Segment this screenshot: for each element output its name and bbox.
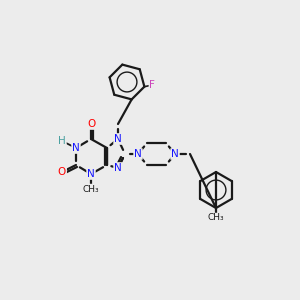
Text: CH₃: CH₃: [83, 184, 99, 194]
Text: O: O: [58, 167, 66, 177]
Text: H: H: [58, 136, 66, 146]
Text: N: N: [134, 149, 142, 159]
Text: N: N: [114, 134, 122, 144]
Text: N: N: [114, 163, 122, 173]
Text: O: O: [87, 119, 95, 129]
Text: N: N: [87, 169, 95, 179]
Text: CH₃: CH₃: [208, 214, 224, 223]
Text: N: N: [72, 143, 80, 153]
Text: N: N: [171, 149, 179, 159]
Text: F: F: [149, 80, 155, 90]
